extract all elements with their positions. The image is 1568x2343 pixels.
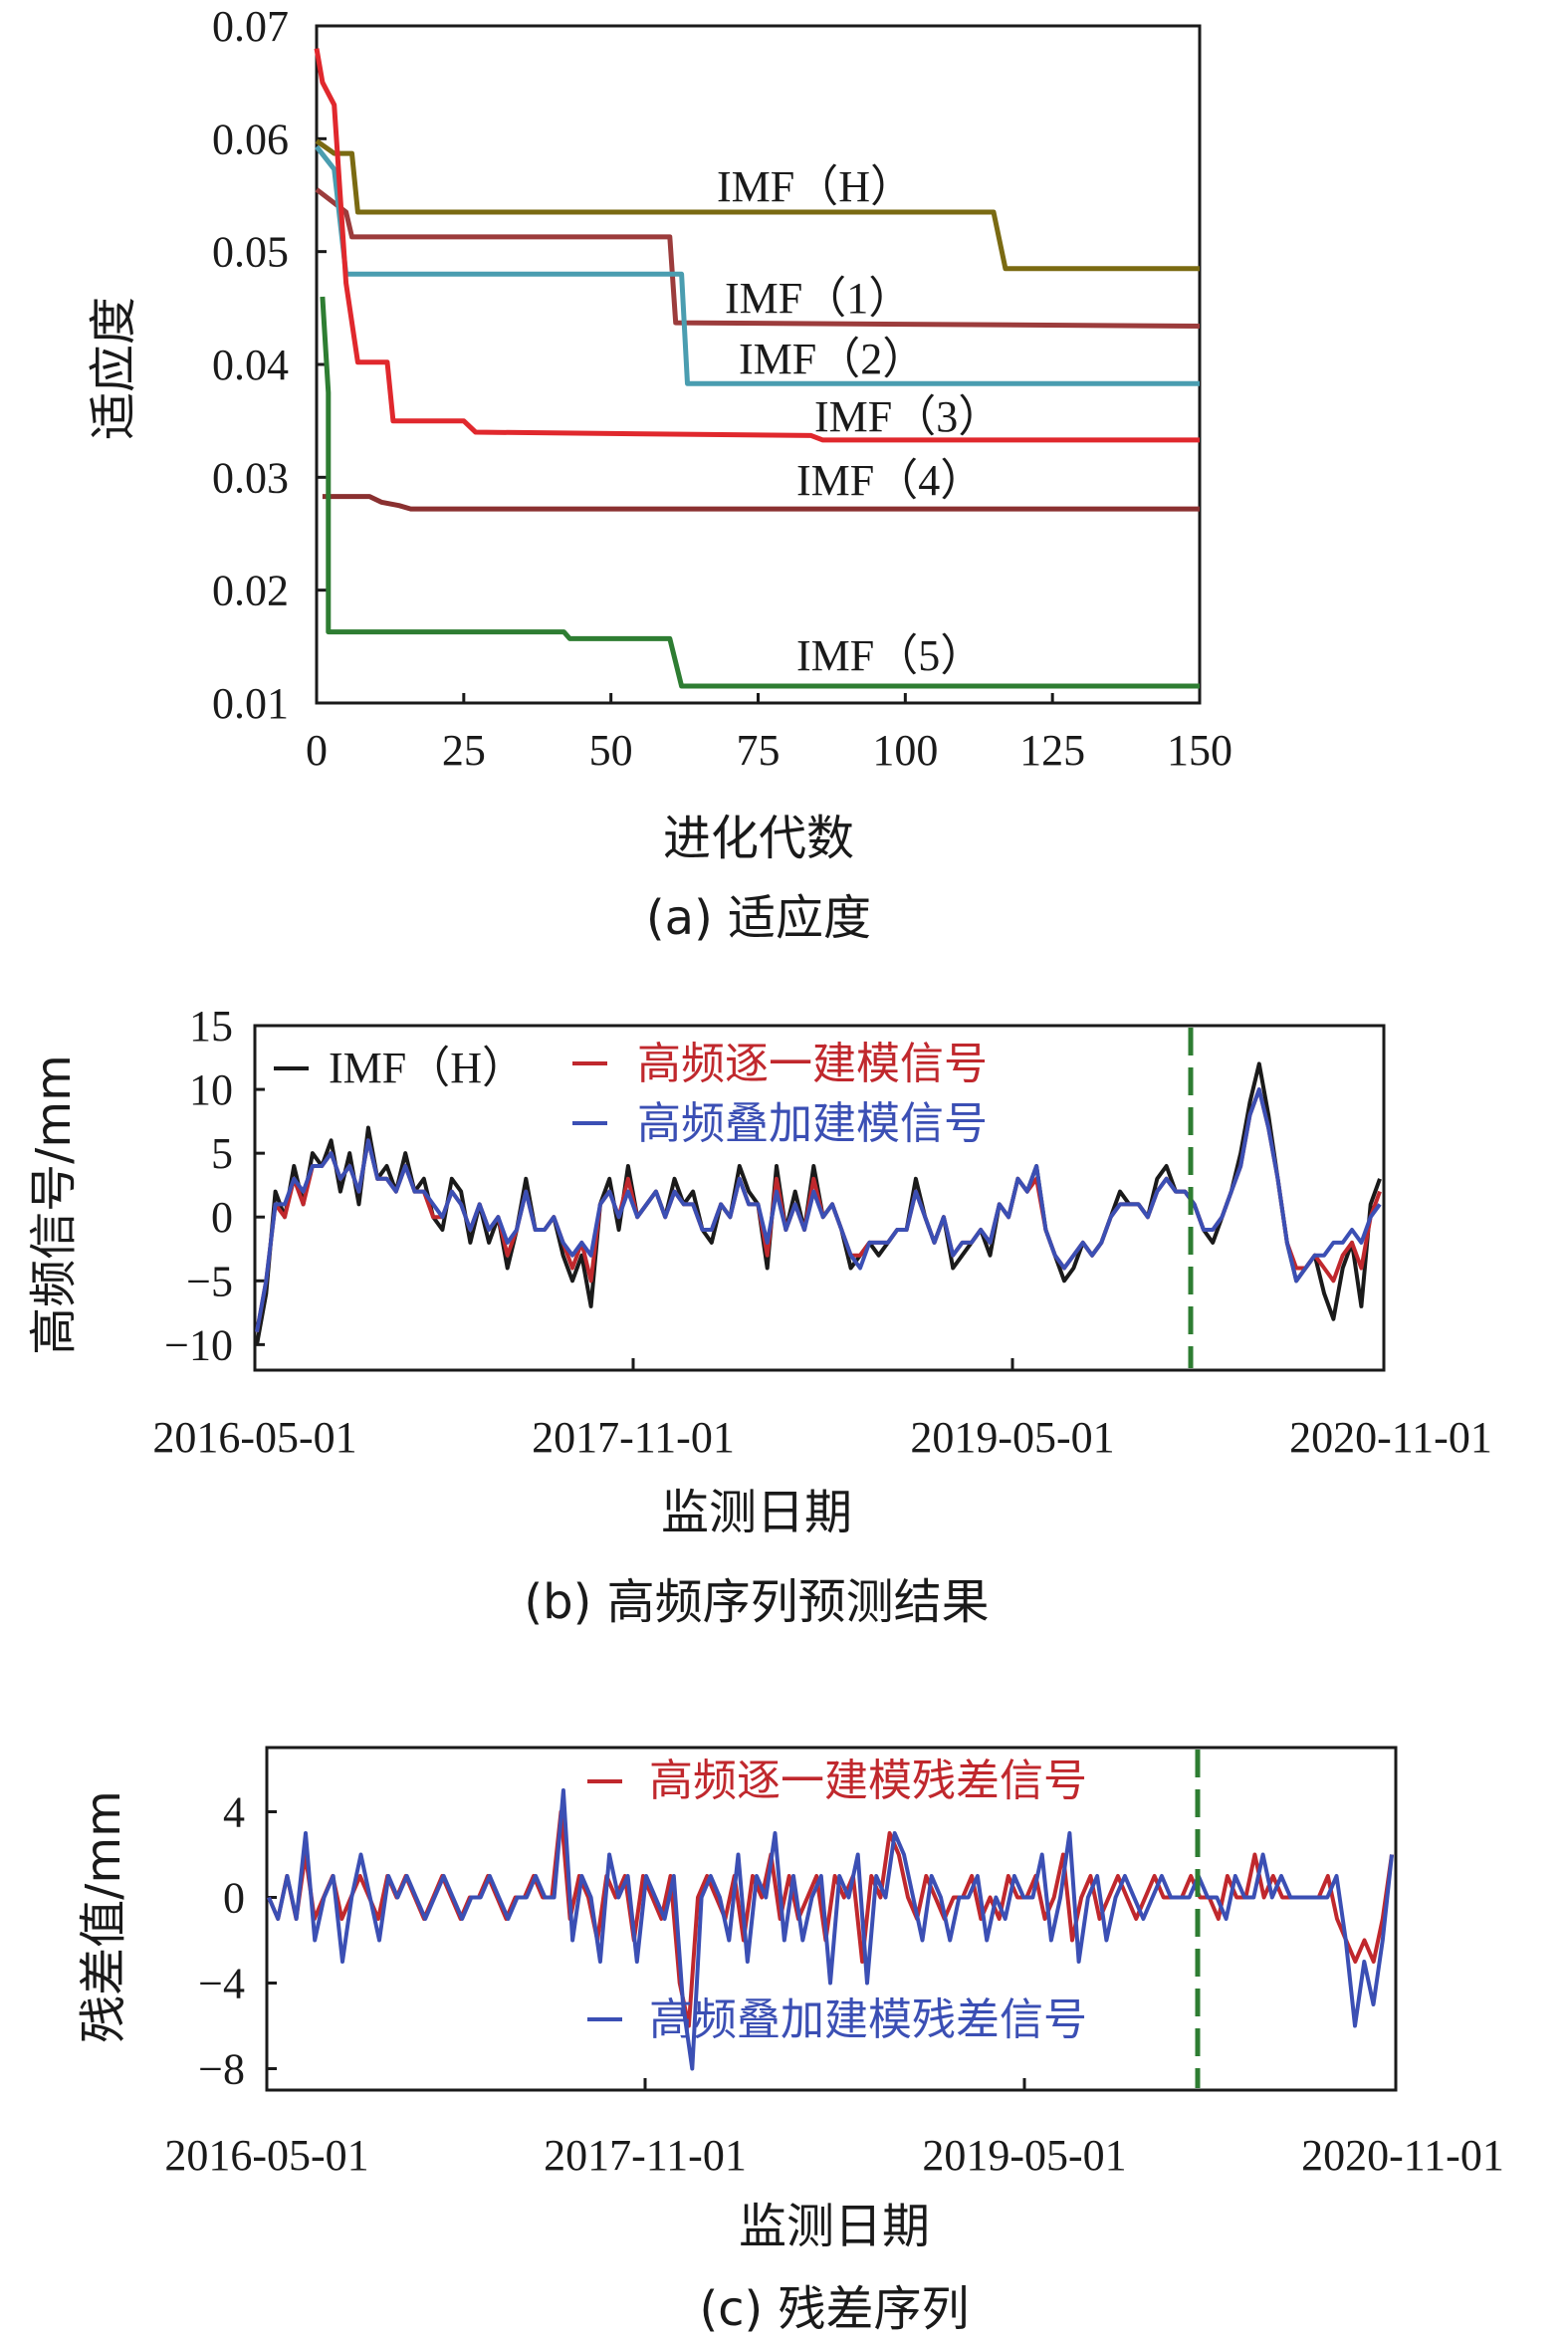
caption-b: (b) 高频序列预测结果 (524, 1574, 989, 1630)
x-tick-label: 50 (589, 726, 633, 775)
series-line-imf-h (315, 138, 1200, 272)
series-label-imf-5: IMF（5） (796, 631, 984, 680)
plot-frame (265, 1746, 1398, 2092)
x-axis-title: 监测日期 (661, 1485, 852, 1540)
x-axis-title: 监测日期 (739, 2199, 930, 2254)
x-tick-label: 125 (1019, 726, 1085, 775)
x-tick-label: 75 (737, 726, 781, 775)
legend-label-stacked-residual: 高频叠加建模残差信号 (649, 1994, 1087, 2045)
y-tick-label: 0.06 (212, 115, 289, 163)
y-tick-label: 0.07 (212, 2, 289, 51)
legend-label-single-model: 高频逐一建模信号 (637, 1039, 988, 1089)
y-tick-label: 0 (211, 1193, 233, 1242)
residual-chart: 4 0 −4 −8 2016-05-01 2017-11-01 2019-05-01 202… (76, 1746, 1504, 2337)
series-lines (314, 48, 1201, 689)
y-tick-label: −5 (186, 1257, 233, 1305)
series-line-imf-4 (322, 494, 1200, 512)
series-label-imf-1: IMF（1） (725, 274, 912, 323)
caption-a: (a) 适应度 (646, 890, 871, 946)
y-tick-label: 0.04 (212, 341, 289, 389)
y-tick-label: 5 (211, 1129, 233, 1178)
plot-frame (253, 1024, 1386, 1372)
y-tick-label: 0.03 (212, 453, 289, 502)
x-tick-label: 25 (442, 726, 486, 775)
high-frequency-prediction-chart: −10 −5 0 5 10 15 2016-05-01 2017-11-01 2019-05-… (26, 1002, 1492, 1630)
series-labels: IMF（H） IMF（1） IMF（2） IMF（3） IMF（4） IMF（5… (717, 162, 1002, 680)
series-line-imf-5 (320, 296, 1200, 689)
legend-label-imf-h: IMF（H） (329, 1044, 526, 1092)
legend: IMF（H） 高频逐一建模信号 高频叠加建模信号 (274, 1039, 988, 1149)
x-axis-title: 进化代数 (663, 811, 854, 866)
y-tick-label: −8 (198, 2045, 245, 2094)
y-axis-ticks: 4 0 −4 −8 (198, 1788, 277, 2094)
y-axis-title: 适应度 (86, 297, 141, 440)
x-tick-label: 150 (1167, 726, 1232, 775)
x-axis-ticks: 2016-05-01 2017-11-01 2019-05-01 2020-11-01 (152, 1358, 1492, 1462)
fitness-chart: 0.01 0.02 0.03 0.04 0.05 0.06 0.07 0 25 50 75 100 1… (86, 2, 1232, 946)
series-line-imf-3 (314, 48, 1200, 443)
y-axis-title: 高频信号/mm (26, 1054, 82, 1355)
y-tick-label: 10 (189, 1065, 233, 1114)
x-tick-label: 2016-05-01 (164, 2131, 368, 2180)
legend-label-stacked-model: 高频叠加建模信号 (637, 1098, 988, 1149)
series-label-imf-3: IMF（3） (814, 392, 1002, 441)
x-tick-label: 100 (872, 726, 938, 775)
x-axis-ticks: 2016-05-01 2017-11-01 2019-05-01 2020-11-01 (164, 2078, 1504, 2180)
y-axis-title: 残差值/mm (76, 1790, 131, 2043)
y-axis-ticks: −10 −5 0 5 10 15 (164, 1002, 265, 1369)
x-tick-label: 2019-05-01 (922, 2131, 1126, 2180)
x-tick-label: 2020-11-01 (1289, 1413, 1492, 1462)
x-tick-label: 2017-11-01 (544, 2131, 747, 2180)
caption-c: (c) 残差序列 (699, 2281, 969, 2337)
y-tick-label: 15 (189, 1002, 233, 1051)
x-tick-label: 0 (306, 726, 328, 775)
y-tick-label: 0 (223, 1874, 245, 1923)
x-tick-label: 2019-05-01 (910, 1413, 1114, 1462)
y-tick-label: −10 (164, 1320, 233, 1369)
y-tick-label: −4 (198, 1960, 245, 2008)
series-label-imf-4: IMF（4） (796, 456, 984, 505)
x-axis-ticks: 0 25 50 75 100 125 150 (306, 693, 1232, 775)
x-tick-label: 2020-11-01 (1301, 2131, 1504, 2180)
series-label-imf-h: IMF（H） (717, 162, 914, 211)
y-axis-ticks: 0.01 0.02 0.03 0.04 0.05 0.06 0.07 (212, 2, 327, 728)
x-tick-label: 2016-05-01 (152, 1413, 356, 1462)
x-tick-label: 2017-11-01 (532, 1413, 735, 1462)
y-tick-label: 0.02 (212, 567, 289, 615)
legend: 高频逐一建模残差信号 高频叠加建模残差信号 (587, 1756, 1087, 2045)
series-line-series (267, 1788, 1394, 2071)
y-tick-label: 0.05 (212, 228, 289, 277)
series-line-imf-2 (315, 144, 1200, 386)
legend-label-single-residual: 高频逐一建模残差信号 (649, 1756, 1087, 1806)
y-tick-label: 4 (223, 1788, 245, 1837)
y-tick-label: 0.01 (212, 679, 289, 728)
series-lines (267, 1788, 1394, 2071)
series-label-imf-2: IMF（2） (739, 335, 926, 383)
